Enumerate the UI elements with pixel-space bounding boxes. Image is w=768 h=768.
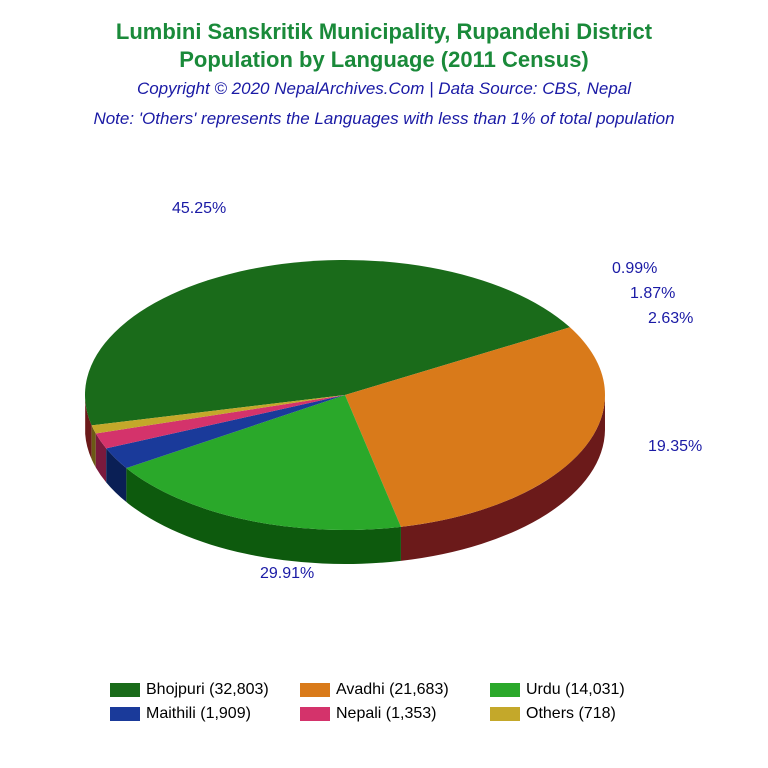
legend-label: Others (718) <box>526 705 616 723</box>
title-line-2: Population by Language (2011 Census) <box>0 46 768 74</box>
legend-swatch <box>110 707 140 721</box>
pie-svg <box>0 170 768 610</box>
legend-label: Avadhi (21,683) <box>336 681 449 699</box>
slice-label: 0.99% <box>612 260 657 278</box>
legend-swatch <box>110 683 140 697</box>
legend-swatch <box>490 707 520 721</box>
slice-label: 29.91% <box>260 565 314 583</box>
slice-label: 2.63% <box>648 310 693 328</box>
legend-item: Nepali (1,353) <box>300 705 480 723</box>
legend: Bhojpuri (32,803) Avadhi (21,683) Urdu (14… <box>110 681 670 723</box>
legend-item: Avadhi (21,683) <box>300 681 480 699</box>
slice-label: 19.35% <box>648 438 702 456</box>
legend-item: Bhojpuri (32,803) <box>110 681 290 699</box>
title-line-1: Lumbini Sanskritik Municipality, Rupande… <box>0 18 768 46</box>
legend-label: Bhojpuri (32,803) <box>146 681 269 699</box>
title-block: Lumbini Sanskritik Municipality, Rupande… <box>0 0 768 129</box>
legend-item: Urdu (14,031) <box>490 681 670 699</box>
legend-swatch <box>300 707 330 721</box>
legend-label: Nepali (1,353) <box>336 705 437 723</box>
copyright: Copyright © 2020 NepalArchives.Com | Dat… <box>0 79 768 99</box>
legend-label: Maithili (1,909) <box>146 705 251 723</box>
pie-chart: 45.25% 29.91% 19.35% 2.63% 1.87% 0.99% <box>0 170 768 610</box>
legend-item: Maithili (1,909) <box>110 705 290 723</box>
slice-label: 1.87% <box>630 285 675 303</box>
legend-item: Others (718) <box>490 705 670 723</box>
legend-swatch <box>300 683 330 697</box>
slice-label: 45.25% <box>172 200 226 218</box>
legend-label: Urdu (14,031) <box>526 681 625 699</box>
note: Note: 'Others' represents the Languages … <box>0 109 768 129</box>
legend-swatch <box>490 683 520 697</box>
